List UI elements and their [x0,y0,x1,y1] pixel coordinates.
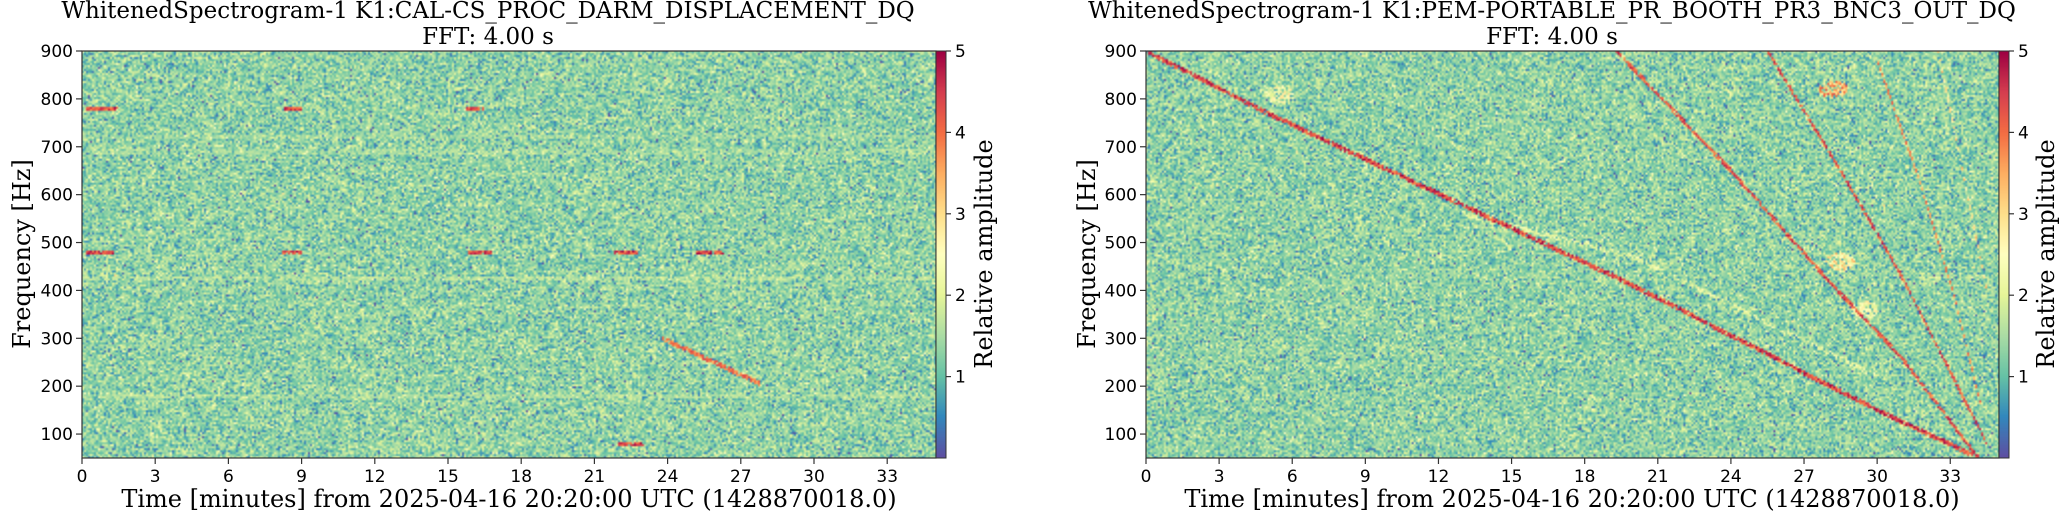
y-axis-label: Frequency [Hz] [8,159,36,349]
panel-title: WhitenedSpectrogram-1 K1:PEM-PORTABLE_PR… [1088,0,2016,24]
x-ticks: 0 3 6 9 12 15 18 21 24 27 30 33 [77,458,898,487]
colorbar-tick-label: 1 [955,368,966,388]
colorbar-tick-label: 3 [955,205,966,225]
y-tick-label: 700 [41,138,73,158]
colorbar-tick-label: 5 [2018,42,2029,62]
x-tick-label: 21 [584,467,606,487]
x-tick-label: 9 [1360,467,1371,487]
x-tick-label: 30 [803,467,825,487]
colorbar-label: Relative amplitude [970,139,998,368]
colorbar [936,51,946,458]
y-tick-label: 600 [41,186,73,206]
y-ticks: 100 200 300 400 500 600 700 800 900 [41,42,82,445]
y-tick-label: 500 [1105,234,1137,254]
y-axis-label: Frequency [Hz] [1073,159,1101,349]
colorbar-frame [935,50,947,459]
x-tick-label: 15 [437,467,459,487]
panel-title: WhitenedSpectrogram-1 K1:CAL-CS_PROC_DAR… [61,0,914,24]
y-tick-label: 500 [41,234,73,254]
y-tick-label: 300 [1105,329,1137,349]
x-tick-label: 15 [1501,467,1523,487]
y-tick-label: 800 [41,90,73,110]
colorbar-frame [1998,50,2010,459]
y-tick-label: 200 [1105,377,1137,397]
x-tick-label: 6 [223,467,234,487]
y-tick-label: 600 [1105,186,1137,206]
y-tick-label: 900 [1105,42,1137,62]
y-tick-label: 400 [1105,281,1137,301]
x-tick-label: 12 [1428,467,1450,487]
y-tick-label: 400 [41,281,73,301]
panel-subtitle: FFT: 4.00 s [422,24,554,50]
colorbar-tick-label: 3 [2018,205,2029,225]
colorbar-tick-label: 2 [955,286,966,306]
x-tick-label: 6 [1287,467,1298,487]
spectrogram-image [1146,51,1999,458]
colorbar-tick-label: 4 [2018,123,2029,143]
panel-subtitle: FFT: 4.00 s [1486,24,1618,50]
y-tick-label: 800 [1105,90,1137,110]
y-tick-label: 100 [41,425,73,445]
x-tick-label: 0 [77,467,88,487]
x-tick-label: 3 [150,467,161,487]
x-tick-label: 18 [1574,467,1596,487]
x-axis-label: Time [minutes] from 2025-04-16 20:20:00 … [1184,485,1959,513]
x-tick-label: 0 [1141,467,1152,487]
x-axis-label: Time [minutes] from 2025-04-16 20:20:00 … [121,485,896,513]
left-spectrogram-panel: WhitenedSpectrogram-1 K1:CAL-CS_PROC_DAR… [8,0,998,513]
y-ticks: 100 200 300 400 500 600 700 800 900 [1105,42,1146,445]
x-tick-label: 33 [876,467,898,487]
colorbar-ticks: 1 2 3 4 5 [2009,42,2029,388]
colorbar-ticks: 1 2 3 4 5 [946,42,966,388]
x-tick-label: 27 [1793,467,1815,487]
colorbar-tick-label: 5 [955,42,966,62]
x-tick-label: 21 [1647,467,1669,487]
x-tick-label: 30 [1866,467,1888,487]
x-tick-label: 12 [364,467,386,487]
x-tick-label: 24 [657,467,679,487]
colorbar-label: Relative amplitude [2032,139,2060,368]
y-tick-label: 100 [1105,425,1137,445]
colorbar-tick-label: 4 [955,123,966,143]
spectrogram-image [82,51,936,458]
x-tick-label: 33 [1939,467,1961,487]
x-tick-label: 24 [1720,467,1742,487]
y-tick-label: 700 [1105,138,1137,158]
colorbar [1999,51,2009,458]
colorbar-tick-label: 1 [2018,368,2029,388]
x-tick-label: 3 [1214,467,1225,487]
y-tick-label: 300 [41,329,73,349]
x-ticks: 0 3 6 9 12 15 18 21 24 27 30 33 [1141,458,1961,487]
right-spectrogram-panel: WhitenedSpectrogram-1 K1:PEM-PORTABLE_PR… [1073,0,2060,513]
colorbar-tick-label: 2 [2018,286,2029,306]
y-tick-label: 200 [41,377,73,397]
y-tick-label: 900 [41,42,73,62]
x-tick-label: 27 [730,467,752,487]
x-tick-label: 18 [510,467,532,487]
x-tick-label: 9 [296,467,307,487]
